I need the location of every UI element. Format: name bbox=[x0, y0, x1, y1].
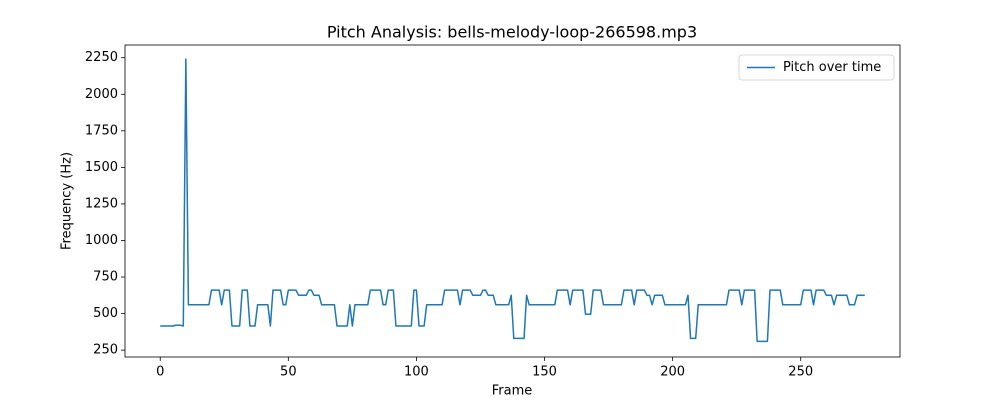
y-tick-label: 250 bbox=[93, 343, 118, 358]
legend-label: Pitch over time bbox=[783, 60, 881, 75]
y-tick-label: 2000 bbox=[85, 87, 118, 102]
y-tick-label: 1250 bbox=[85, 196, 118, 211]
x-axis-label: Frame bbox=[492, 384, 533, 399]
y-axis-label: Frequency (Hz) bbox=[60, 152, 75, 250]
x-tick-label: 200 bbox=[660, 365, 685, 380]
y-tick-label: 1000 bbox=[85, 233, 118, 248]
y-tick-label: 1500 bbox=[85, 160, 118, 175]
legend-box bbox=[738, 54, 895, 81]
y-tick-label: 1750 bbox=[85, 123, 118, 138]
x-tick-label: 150 bbox=[532, 365, 557, 380]
data-line bbox=[160, 58, 865, 343]
y-tick-label: 500 bbox=[93, 306, 118, 321]
x-tick-label: 100 bbox=[404, 365, 429, 380]
plot-frame bbox=[124, 44, 901, 358]
x-tick-label: 50 bbox=[280, 365, 297, 380]
y-tick-label: 750 bbox=[93, 270, 118, 285]
y-tick-label: 2250 bbox=[85, 50, 118, 65]
x-tick-label: 0 bbox=[156, 365, 164, 380]
chart-title: Pitch Analysis: bells-melody-loop-266598… bbox=[327, 23, 697, 42]
x-tick-label: 250 bbox=[788, 365, 813, 380]
